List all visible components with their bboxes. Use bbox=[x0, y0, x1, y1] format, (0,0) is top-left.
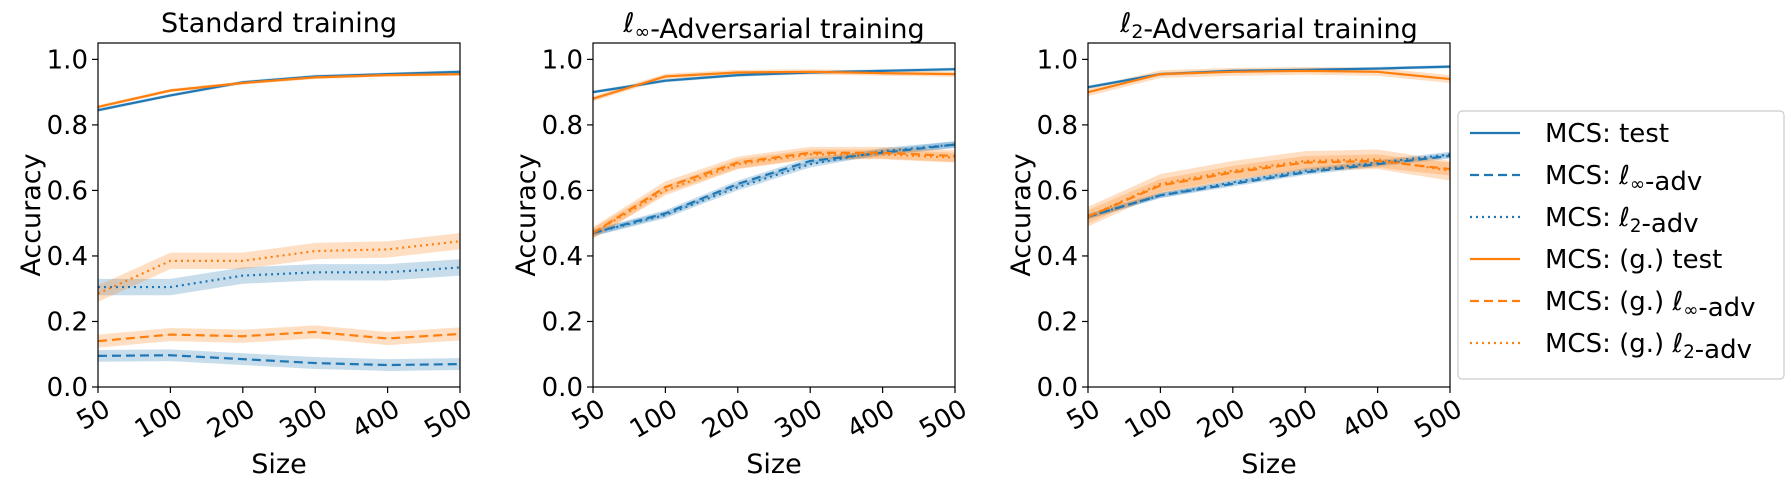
y-tick-label: 0.4 bbox=[47, 242, 88, 272]
y-tick-label: 0.8 bbox=[47, 111, 88, 141]
x-tick-label: 400 bbox=[347, 394, 405, 445]
y-axis-label: Accuracy bbox=[511, 153, 542, 276]
panel-3: 0.00.20.40.60.81.050 100 200 300 400 500ℓ2-Ad… bbox=[1006, 8, 1468, 480]
y-tick-label: 0.6 bbox=[542, 176, 583, 206]
legend: MCS: test MCS: ℓ∞-adv MCS: ℓ2-adv MCS: (g.)… bbox=[1457, 110, 1785, 380]
series-line-5 bbox=[1087, 159, 1451, 218]
y-tick-label: 0.0 bbox=[542, 373, 583, 403]
panel-1: 0.00.20.40.60.81.050 100 200 300 400 500Stand… bbox=[16, 8, 478, 480]
band-series-2 bbox=[593, 141, 955, 237]
y-tick-label: 1.0 bbox=[1037, 45, 1078, 75]
x-tick-label: 200 bbox=[202, 394, 260, 445]
series-line-6 bbox=[97, 240, 461, 295]
x-tick-label: 300 bbox=[275, 394, 333, 445]
series-line-4 bbox=[1087, 69, 1451, 94]
series-line-6 bbox=[1087, 158, 1451, 218]
x-tick-label: 300 bbox=[770, 394, 828, 445]
x-tick-label: 400 bbox=[842, 394, 900, 445]
series-line-4 bbox=[97, 73, 461, 108]
series-line-5 bbox=[97, 330, 461, 343]
y-tick-label: 0.4 bbox=[542, 242, 583, 272]
x-tick-label: 200 bbox=[697, 394, 755, 445]
y-axis-label: Accuracy bbox=[16, 153, 47, 276]
chart-title: ℓ2-Adversarial training bbox=[1119, 8, 1418, 45]
legend-label: MCS: test bbox=[1545, 119, 1669, 149]
band-series-2 bbox=[98, 349, 460, 371]
axes-frame bbox=[97, 42, 461, 388]
series-line-3 bbox=[592, 143, 956, 235]
legend-label: MCS: ℓ2-adv bbox=[1545, 203, 1699, 239]
y-axis-label: Accuracy bbox=[1006, 153, 1037, 276]
band-series-3 bbox=[98, 259, 460, 296]
band-series-6 bbox=[98, 233, 460, 302]
x-tick-label: 300 bbox=[1265, 394, 1323, 445]
y-tick-label: 0.6 bbox=[1037, 176, 1078, 206]
y-tick-label: 0.6 bbox=[47, 176, 88, 206]
y-tick-label: 1.0 bbox=[47, 45, 88, 75]
legend-label: MCS: (g.) ℓ∞-adv bbox=[1545, 287, 1756, 323]
x-axis-label: Size bbox=[251, 449, 306, 480]
band-series-6 bbox=[593, 149, 955, 238]
x-tick-label: 500 bbox=[915, 394, 973, 445]
y-tick-label: 0.8 bbox=[1037, 111, 1078, 141]
series-line-1 bbox=[592, 68, 956, 94]
series-line-1 bbox=[97, 70, 461, 112]
panel-2: 0.00.20.40.60.81.050 100 200 300 400 500ℓ∞-Ad… bbox=[511, 8, 973, 480]
x-tick-label: 100 bbox=[130, 394, 188, 445]
chart-title: ℓ∞-Adversarial training bbox=[622, 8, 924, 45]
series-line-5 bbox=[592, 151, 956, 234]
y-tick-label: 0.0 bbox=[1037, 373, 1078, 403]
x-axis-label: Size bbox=[1241, 449, 1296, 480]
legend-label: MCS: (g.) test bbox=[1545, 245, 1722, 275]
y-tick-label: 0.4 bbox=[1037, 242, 1078, 272]
series-line-4 bbox=[592, 70, 956, 100]
band-series-6 bbox=[1088, 149, 1450, 227]
legend-frame bbox=[1457, 110, 1785, 380]
x-axis-label: Size bbox=[746, 449, 801, 480]
legend-label: MCS: (g.) ℓ2-adv bbox=[1545, 329, 1752, 365]
band-series-4 bbox=[593, 69, 955, 102]
y-tick-label: 0.8 bbox=[542, 111, 583, 141]
band-series-3 bbox=[593, 141, 955, 237]
axes-frame bbox=[1087, 42, 1451, 388]
x-tick-label: 200 bbox=[1192, 394, 1250, 445]
x-tick-label: 500 bbox=[1410, 394, 1468, 445]
x-tick-label: 100 bbox=[1120, 394, 1178, 445]
chart-title: Standard training bbox=[161, 8, 397, 39]
x-tick-label: 500 bbox=[420, 394, 478, 445]
series-line-6 bbox=[592, 153, 956, 234]
y-tick-label: 0.2 bbox=[1037, 307, 1078, 337]
series-line-3 bbox=[98, 266, 461, 289]
series-line-2 bbox=[1087, 154, 1451, 218]
legend-label: MCS: ℓ∞-adv bbox=[1545, 161, 1702, 197]
x-tick-label: 100 bbox=[625, 394, 683, 445]
axes-frame bbox=[592, 42, 956, 388]
x-tick-label: 400 bbox=[1337, 394, 1395, 445]
series-line-2 bbox=[97, 354, 461, 367]
y-tick-label: 1.0 bbox=[542, 45, 583, 75]
band-series-5 bbox=[98, 325, 460, 348]
y-tick-label: 0.2 bbox=[47, 307, 88, 337]
band-series-2 bbox=[1088, 153, 1450, 220]
series-line-2 bbox=[592, 143, 956, 235]
y-tick-label: 0.0 bbox=[47, 373, 88, 403]
y-tick-label: 0.2 bbox=[542, 307, 583, 337]
